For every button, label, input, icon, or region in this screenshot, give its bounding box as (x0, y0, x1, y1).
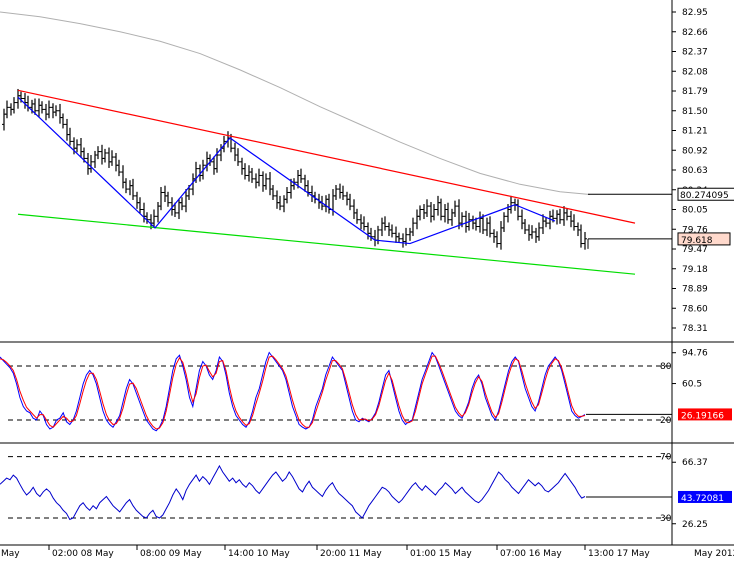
rsi-level-label: 70 (660, 453, 672, 463)
current-price-label: 79.618 (681, 236, 713, 246)
stoch-level-label: 20 (660, 416, 672, 426)
time-tick-label: 13:00 17 May (588, 549, 650, 559)
price-tick-label: 82.37 (682, 48, 708, 58)
price-tick-label: 81.50 (682, 107, 708, 117)
rsi-panel: 70 30 66.37 26.25 43.72081 (0, 453, 732, 530)
price-tick-label: 79.76 (682, 225, 708, 235)
stochastic-panel: 80 20 94.76 60.5 26.19166 (0, 349, 732, 432)
stoch-value-label: 26.19166 (681, 411, 724, 421)
price-tick-label: 82.95 (682, 8, 708, 18)
time-tick-label: 08:00 09 May (140, 549, 202, 559)
time-tick-label: May 2012 (694, 549, 734, 559)
upper-trendline (17, 89, 636, 224)
stoch-d-line (0, 355, 586, 430)
price-labels: 80.274095 79.618 (587, 187, 734, 249)
price-tick-label: 78.89 (682, 285, 708, 295)
rsi-level-label: 30 (660, 514, 672, 524)
stoch-value-box (678, 408, 732, 421)
price-tick-label: 78.31 (682, 324, 708, 334)
time-tick-label: 07:00 16 May (500, 549, 562, 559)
price-tick-label: 81.79 (682, 87, 708, 97)
price-tick-label: 81.21 (682, 127, 708, 137)
stoch-level-label: 80 (660, 362, 672, 372)
price-tick-label: 82.08 (682, 67, 708, 77)
zigzag-line (17, 96, 556, 245)
price-y-axis: 82.95 82.66 82.37 82.08 81.79 81.50 81.21 80.92… (672, 8, 708, 334)
time-x-axis: May 02:00 08 May 08:00 09 May 14:00 10 May 2… (1, 545, 734, 559)
time-tick-label: May (1, 549, 20, 559)
rsi-tick-label: 66.37 (682, 458, 708, 468)
moving-average-curve (0, 11, 591, 196)
time-tick-label: 01:00 15 May (410, 549, 472, 559)
stoch-tick-label: 94.76 (682, 349, 708, 359)
time-tick-label: 02:00 08 May (52, 549, 114, 559)
time-tick-label: 20:00 11 May (320, 549, 382, 559)
stoch-k-line (0, 351, 586, 432)
price-tick-label: 80.05 (682, 206, 708, 216)
price-tick-label: 80.92 (682, 146, 708, 156)
price-tick-label: 79.18 (682, 265, 708, 275)
price-tick-label: 80.63 (682, 166, 708, 176)
price-tick-label: 82.66 (682, 28, 708, 38)
ma-value-box (677, 187, 734, 201)
rsi-value-label: 43.72081 (681, 494, 724, 504)
price-tick-label: 78.60 (682, 304, 708, 314)
time-tick-label: 14:00 10 May (228, 549, 290, 559)
rsi-tick-label: 26.25 (682, 520, 708, 530)
ma-value-label: 80.274095 (680, 191, 729, 201)
stoch-tick-label: 60.5 (682, 380, 702, 390)
rsi-value-box (678, 490, 732, 503)
rsi-line (0, 464, 586, 521)
moving-average-line (0, 11, 591, 196)
price-tick-label: 79.47 (682, 245, 708, 255)
price-bars (2, 88, 587, 250)
current-price-box (677, 232, 731, 246)
lower-trendline (17, 213, 636, 275)
trendlines (17, 89, 636, 275)
